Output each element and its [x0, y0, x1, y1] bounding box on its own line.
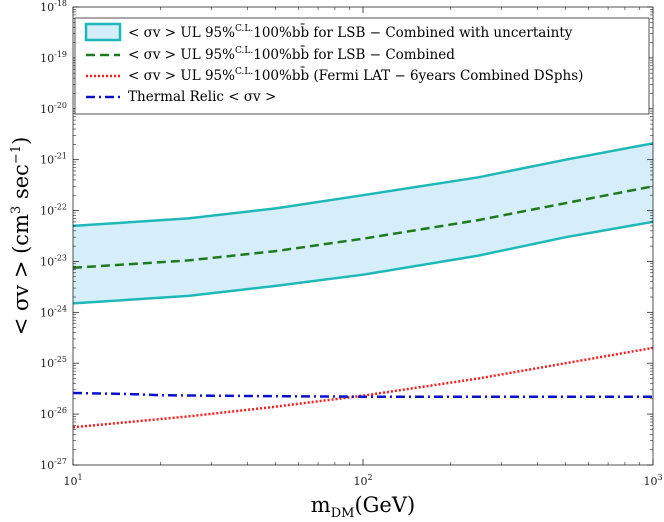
uncertainty-band-layer	[72, 142, 654, 305]
x-tick-label: 101	[63, 473, 82, 488]
uncertainty-band-upper-edge	[72, 142, 654, 228]
uncertainty-band-lower-edge	[72, 220, 654, 305]
ticks-layer: 10-27 10-26 10-25 10-24 10-23 10-22 10-21 10-20…	[40, 0, 662, 488]
lsb-combined-line	[72, 185, 654, 270]
y-tick-label: 10-23	[40, 253, 67, 268]
legend-label-fermi: < σv > UL 95%C.L.100%bb̄ (Fermi LAT − 6y…	[128, 67, 583, 84]
series-layer	[72, 185, 654, 429]
legend-box	[74, 17, 650, 115]
fermi-lat-line	[72, 346, 654, 429]
uncertainty-band-fill	[73, 143, 653, 304]
y-tick-label: 10-25	[40, 355, 67, 370]
x-tick-label: 103	[643, 473, 662, 488]
x-tick-label: 102	[353, 473, 372, 488]
legend-label-lsb-combined: < σv > UL 95%C.L.100%bb̄ for LSB − Combi…	[128, 46, 455, 63]
y-tick-label: 10-22	[40, 203, 67, 218]
y-tick-label: 10-20	[40, 101, 67, 116]
y-tick-label: 10-26	[40, 406, 67, 421]
thermal-relic-line	[72, 391, 653, 398]
y-tick-label: 10-27	[40, 457, 67, 472]
legend-label-thermal-relic: Thermal Relic < σv >	[128, 89, 276, 105]
x-axis-label: mDM(GeV)	[311, 493, 415, 521]
legend-swatch-band	[84, 22, 122, 42]
y-axis-label: < σv > (cm3 sec−1)	[9, 137, 33, 336]
y-tick-label: 10-21	[40, 152, 67, 167]
y-tick-label: 10-18	[40, 0, 67, 14]
legend: < σv > UL 95%C.L.100%bb̄ for LSB − Combi…	[74, 17, 650, 115]
y-tick-label: 10-19	[40, 50, 67, 65]
plot-frame	[72, 6, 654, 466]
y-tick-label: 10-24	[40, 304, 67, 319]
legend-label-band: < σv > UL 95%C.L.100%bb̄ for LSB − Combi…	[128, 24, 573, 41]
